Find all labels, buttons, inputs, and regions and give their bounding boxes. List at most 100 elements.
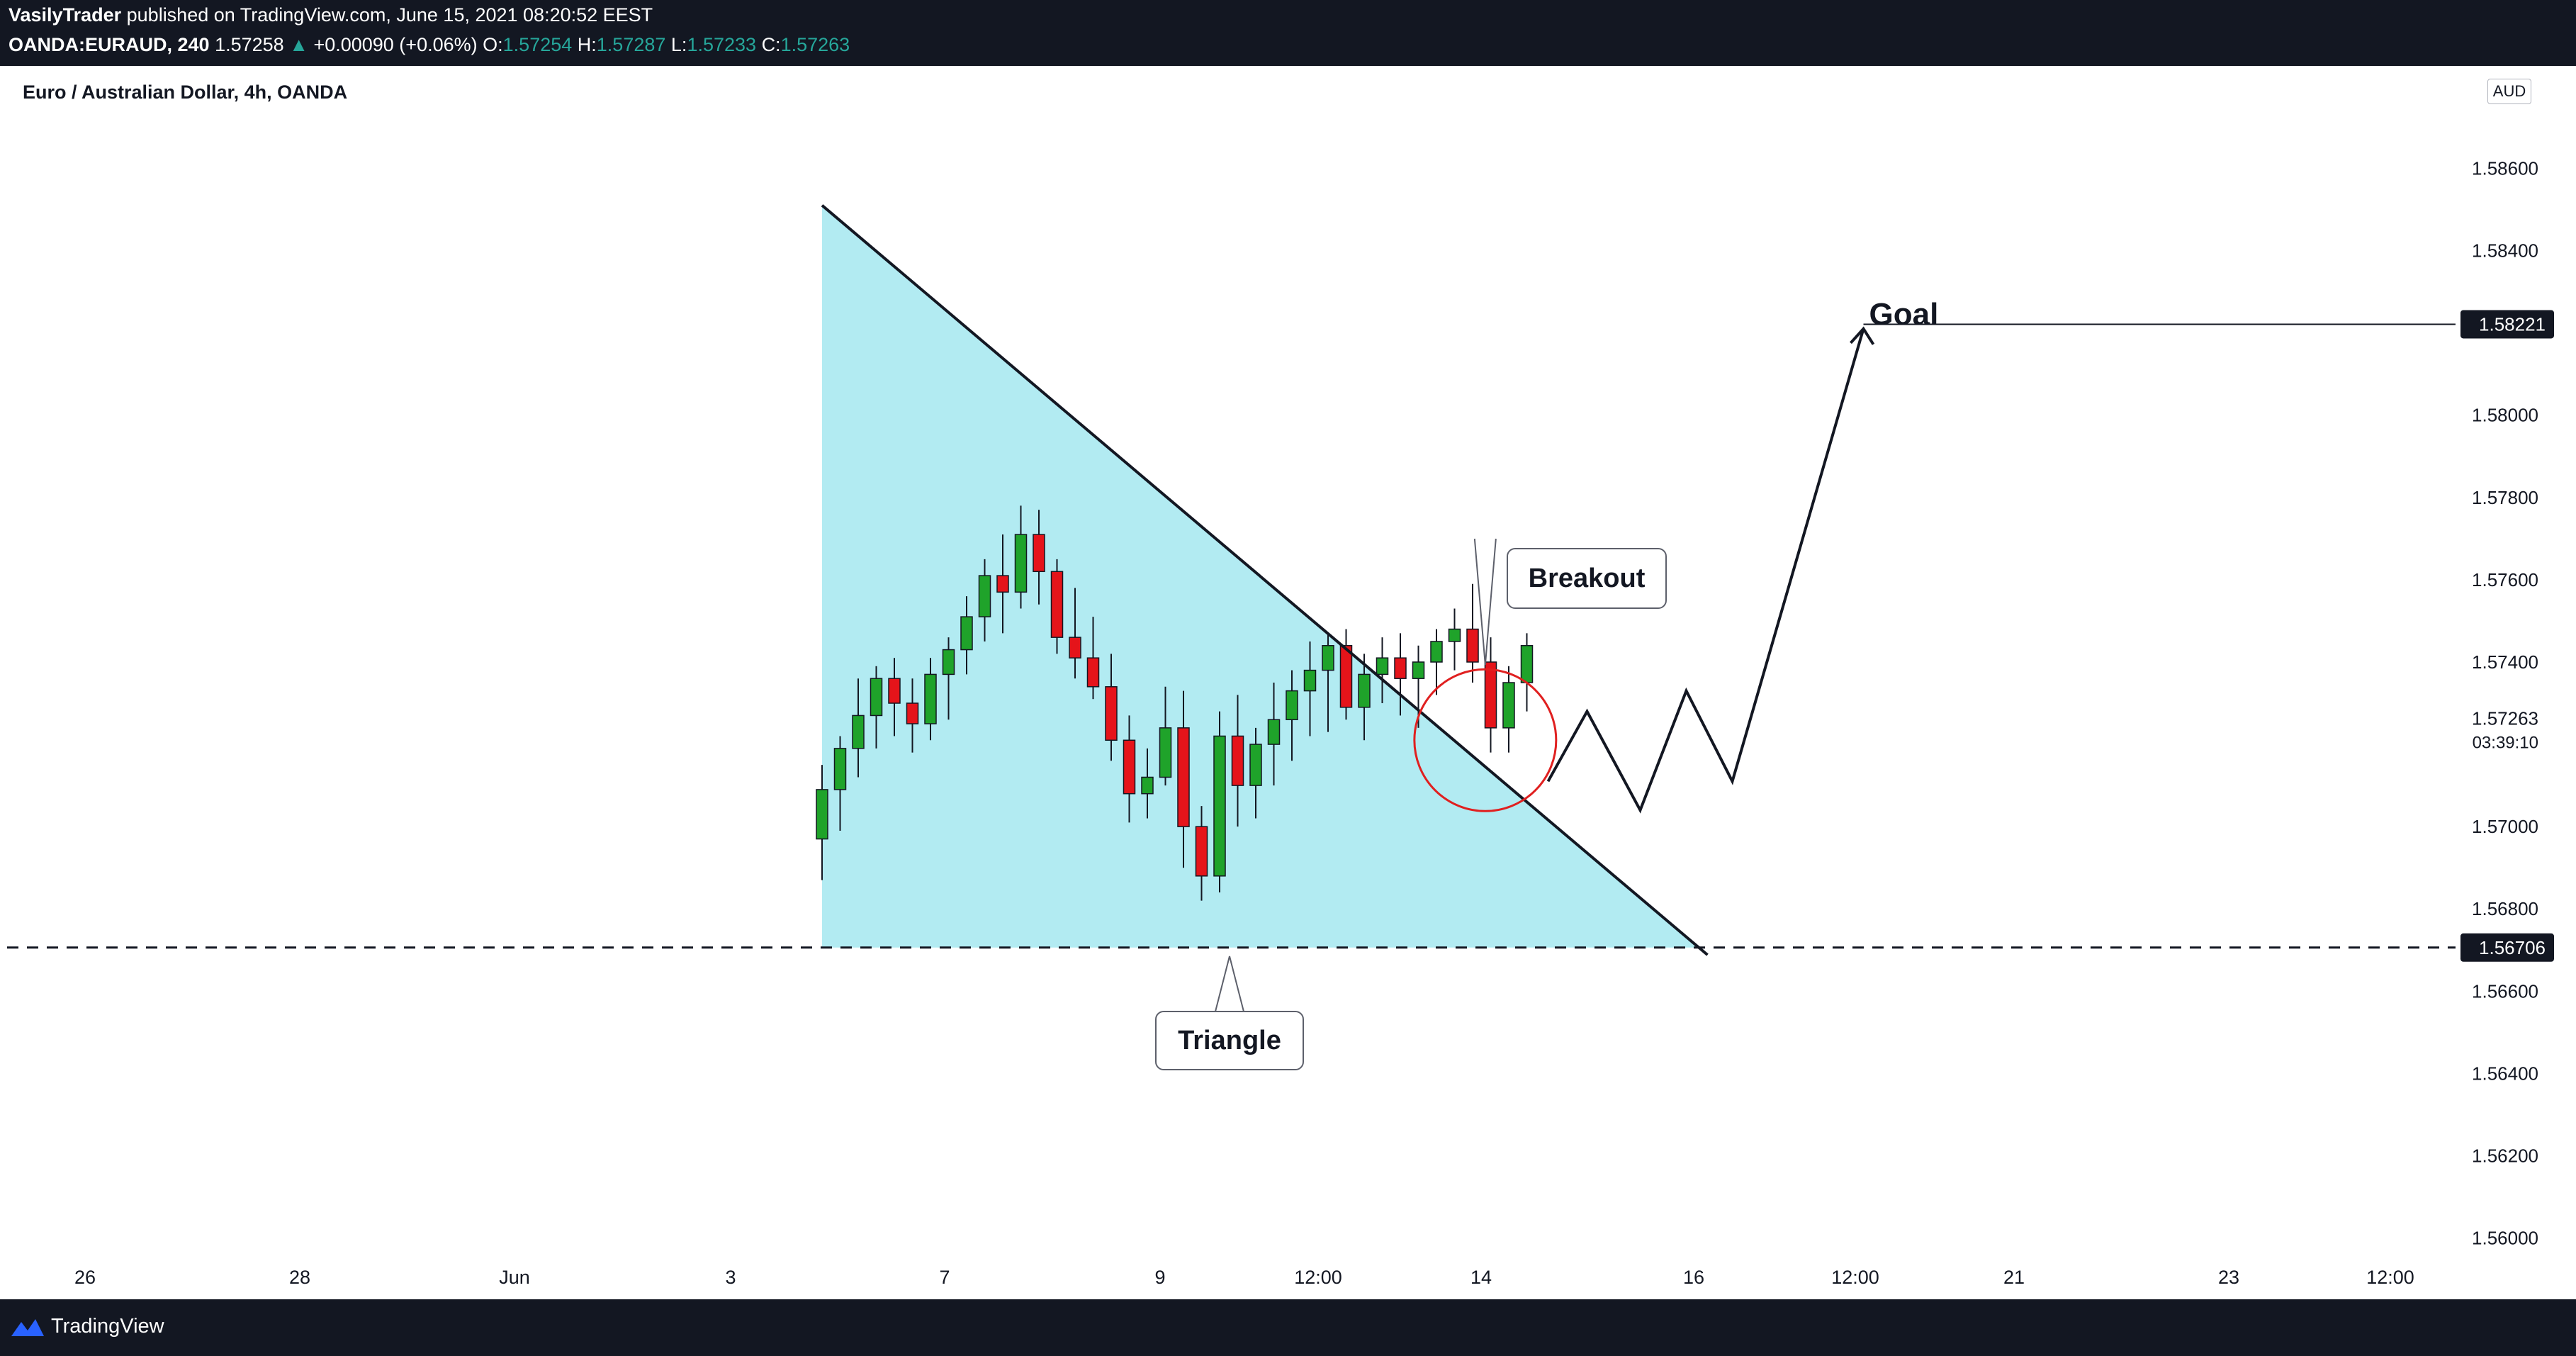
x-tick-label: 12:00 (1294, 1267, 1342, 1288)
y-tick-label: 1.57000 (2472, 816, 2538, 837)
price-change: +0.00090 (+0.06%) (313, 34, 478, 55)
candle-body (1105, 686, 1118, 741)
ohlc-line: OANDA:EURAUD, 240 1.57258 ▲ +0.00090 (+0… (9, 34, 850, 56)
x-tick-label: 9 (1154, 1267, 1165, 1288)
candle-body (1303, 669, 1317, 692)
candle-body (1322, 645, 1334, 671)
chart-header: VasilyTrader published on TradingView.co… (0, 0, 2576, 66)
x-tick-label: 14 (1470, 1267, 1492, 1288)
currency-badge[interactable]: AUD (2487, 79, 2531, 104)
price-label-box (2460, 933, 2554, 962)
candle-body (906, 702, 919, 724)
low-label: L: (670, 34, 687, 55)
triangle-callout: Triangle (1155, 1011, 1304, 1070)
tradingview-logo-icon (11, 1319, 44, 1336)
candle-body (1213, 735, 1226, 877)
candle-body (1249, 744, 1262, 786)
x-tick-label: 23 (2218, 1267, 2239, 1288)
open-value: 1.57254 (502, 34, 573, 55)
y-tick-label: 1.58600 (2472, 157, 2538, 179)
candle-body (1050, 571, 1064, 638)
y-tick-label: 1.57263 (2472, 707, 2538, 729)
candle-body (1086, 657, 1100, 688)
candle-body (1141, 776, 1154, 795)
footer-brand[interactable]: TradingView (51, 1315, 164, 1338)
x-tick-label: 28 (289, 1267, 310, 1288)
candle-body (1123, 739, 1136, 795)
price-label-box (2460, 310, 2554, 339)
candle-body (1069, 637, 1081, 659)
high-value: 1.57287 (596, 34, 666, 55)
projection-path (1546, 328, 1865, 814)
publish-info: published on TradingView.com, June 15, 2… (126, 4, 653, 26)
triangle-pointer (1215, 956, 1244, 1012)
candle-body (942, 649, 955, 676)
candle-body (1014, 534, 1028, 593)
candle-body (1520, 645, 1534, 683)
symbol-label: OANDA:EURAUD, 240 (9, 34, 210, 55)
goal-arrow-head (1850, 326, 1875, 345)
x-tick-label: 26 (74, 1267, 96, 1288)
y-tick-label: 1.56600 (2472, 980, 2538, 1002)
candle-body (888, 678, 901, 704)
candle-body (1177, 727, 1190, 827)
x-tick-label: 21 (2003, 1267, 2025, 1288)
goal-label: Goal (1869, 297, 1939, 332)
breakout-pointer (1473, 538, 1497, 666)
candle-body (1394, 657, 1407, 679)
chart-area[interactable]: Goal 1.56000 1.56200 1.56400 1.56600 1.56800… (0, 66, 2576, 1299)
candle-body (996, 575, 1009, 593)
y-tick-label: 1.56200 (2472, 1145, 2538, 1166)
y-tick-label: 1.56000 (2472, 1228, 2538, 1249)
author-name[interactable]: VasilyTrader (9, 4, 122, 26)
candle-body (1466, 628, 1479, 663)
open-label: O: (483, 34, 503, 55)
candle-body (1448, 628, 1461, 642)
countdown-label: 03:39:10 (2473, 733, 2538, 752)
candle-body (870, 678, 883, 717)
price-label-text: 1.56706 (2479, 937, 2546, 958)
candle-body (816, 789, 828, 840)
candle-body (960, 616, 973, 651)
price-label-text: 1.58221 (2479, 313, 2546, 335)
candle-body (924, 673, 937, 724)
x-tick-label: 7 (939, 1267, 950, 1288)
breakout-callout: Breakout (1507, 548, 1667, 609)
candle-body (1033, 534, 1045, 573)
candle-body (1267, 719, 1281, 745)
candle-body (1484, 661, 1497, 729)
y-tick-label: 1.57800 (2472, 487, 2538, 508)
y-tick-label: 1.58000 (2472, 405, 2538, 426)
low-value: 1.57233 (687, 34, 757, 55)
candle-body (1159, 727, 1172, 778)
breakout-circle (1413, 668, 1558, 812)
x-tick-label: Jun (499, 1267, 530, 1288)
publish-line: VasilyTrader published on TradingView.co… (9, 4, 653, 26)
price-chart[interactable]: Goal 1.56000 1.56200 1.56400 1.56600 1.56800… (0, 66, 2576, 1299)
candle-body (833, 748, 847, 790)
candle-body (1195, 826, 1208, 877)
candle-body (852, 715, 865, 749)
candle-body (1412, 661, 1425, 679)
candle-body (1376, 657, 1389, 676)
candle-body (1358, 673, 1371, 708)
close-value: 1.57263 (780, 34, 850, 55)
y-tick-label: 1.58400 (2472, 240, 2538, 262)
high-label: H: (577, 34, 597, 55)
candle-body (978, 575, 991, 617)
candle-body (1502, 682, 1515, 729)
y-tick-label: 1.56400 (2472, 1063, 2538, 1084)
close-label: C: (761, 34, 781, 55)
x-tick-label: 16 (1683, 1267, 1704, 1288)
candle-body (1286, 690, 1298, 720)
y-tick-label: 1.56800 (2472, 898, 2538, 919)
descending-trendline (821, 204, 1709, 956)
candle-body (1231, 735, 1244, 786)
y-tick-label: 1.57400 (2472, 651, 2538, 673)
footer-bar: TradingView (0, 1299, 2576, 1356)
change-up-icon: ▲ (289, 34, 308, 55)
y-tick-label: 1.57600 (2472, 569, 2538, 590)
candle-body (1430, 641, 1443, 663)
chart-title: Euro / Australian Dollar, 4h, OANDA (23, 82, 348, 103)
x-tick-label: 12:00 (1831, 1267, 1879, 1288)
